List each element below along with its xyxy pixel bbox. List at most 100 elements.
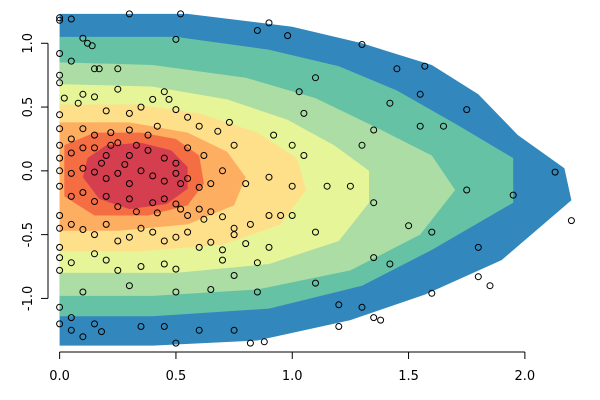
data-point (160, 88, 168, 96)
data-point (509, 191, 517, 199)
data-point (184, 175, 192, 182)
data-point (184, 228, 192, 236)
data-point (125, 126, 133, 134)
data-point (79, 164, 87, 172)
data-point (60, 94, 68, 102)
data-point (74, 99, 82, 107)
data-point (153, 209, 161, 217)
data-point (428, 228, 436, 236)
data-point (91, 144, 98, 152)
data-point (214, 127, 222, 135)
data-point (91, 168, 98, 176)
data-point (207, 208, 215, 216)
data-point (56, 16, 64, 24)
data-point (125, 10, 133, 18)
data-point (172, 265, 180, 273)
data-point (56, 266, 64, 274)
data-point (370, 254, 378, 262)
data-point (114, 139, 122, 147)
data-point (160, 195, 168, 203)
data-point (102, 107, 110, 115)
data-point (91, 231, 98, 239)
data-point (98, 328, 105, 336)
data-point (177, 180, 185, 188)
data-point (88, 42, 96, 50)
data-point (172, 169, 180, 177)
data-point (172, 288, 180, 296)
data-point (300, 109, 308, 117)
data-point (121, 161, 129, 168)
data-point (265, 212, 273, 219)
data-point (91, 320, 98, 328)
data-point (172, 159, 180, 167)
data-point (172, 233, 180, 241)
data-point (125, 152, 133, 159)
data-point (160, 260, 168, 268)
data-point (416, 122, 424, 130)
data-point (102, 175, 110, 182)
data-point (137, 263, 145, 270)
data-point (486, 282, 494, 290)
data-point (67, 169, 75, 177)
data-point (56, 14, 64, 22)
data-point (172, 35, 180, 43)
data-point (56, 224, 64, 232)
data-point (358, 141, 366, 149)
data-point (56, 320, 64, 328)
data-point (312, 279, 319, 287)
data-point (207, 180, 215, 188)
data-point (67, 220, 75, 228)
x-tick-label: 1.5 (398, 369, 419, 384)
data-point (56, 212, 64, 219)
data-point (91, 250, 98, 258)
data-point (132, 208, 140, 216)
data-point (149, 95, 157, 103)
data-point (79, 189, 87, 196)
data-point (56, 125, 64, 133)
data-point (184, 113, 192, 121)
data-point (246, 339, 254, 347)
data-point (270, 131, 278, 139)
data-point (149, 228, 157, 236)
data-point (114, 266, 122, 274)
data-point (219, 167, 226, 175)
data-point (393, 65, 401, 73)
data-point (428, 289, 436, 297)
data-point (137, 224, 145, 232)
data-point (177, 10, 185, 18)
data-point (200, 215, 208, 223)
data-point (195, 326, 203, 334)
data-point (149, 199, 157, 207)
data-point (125, 180, 133, 188)
data-point (300, 152, 308, 159)
data-point (370, 126, 378, 134)
data-point (91, 198, 98, 205)
data-point (114, 65, 122, 73)
data-point (67, 135, 75, 143)
data-point (160, 323, 168, 330)
data-point (56, 141, 64, 149)
data-point (184, 212, 192, 219)
data-point (132, 141, 140, 149)
data-point (195, 243, 203, 251)
data-point (346, 182, 354, 190)
data-point (277, 212, 285, 219)
data-point (253, 288, 261, 296)
data-point (56, 243, 64, 251)
data-point (114, 85, 122, 93)
data-point (79, 333, 87, 341)
y-tick-label: -1.0 (21, 286, 36, 311)
data-point (160, 177, 168, 185)
x-tick-label: 1.0 (282, 369, 303, 384)
data-point (56, 71, 64, 79)
data-point (463, 106, 471, 114)
data-point (440, 122, 447, 130)
data-point (567, 217, 575, 225)
data-point (295, 88, 303, 96)
data-point (207, 238, 215, 246)
y-tick-label: 0.0 (21, 161, 36, 182)
data-point (219, 256, 226, 264)
data-point (56, 154, 64, 162)
data-points-layer (56, 10, 575, 347)
x-tick-label: 2.0 (515, 369, 536, 384)
